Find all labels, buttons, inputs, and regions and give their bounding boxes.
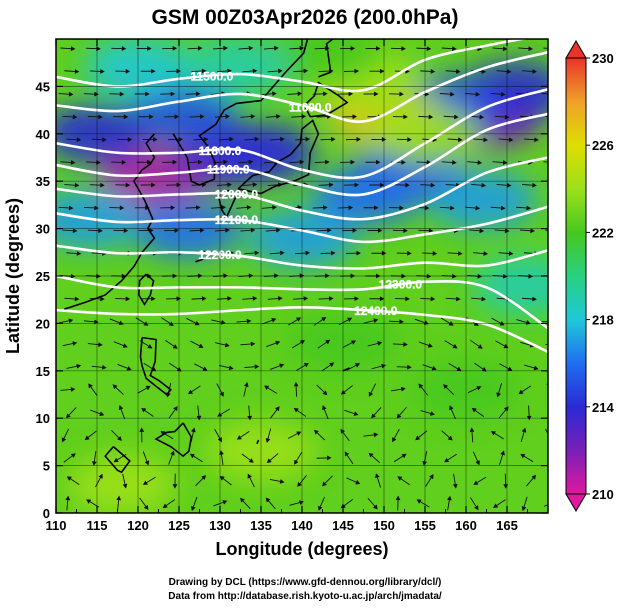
stream-arrow [549,139,563,140]
stream-arrow [547,185,561,186]
credit-drawing: Drawing by DCL (https://www.gfd-dennou.o… [169,577,442,588]
x-tick-label: 160 [455,518,477,533]
colorbar-max-triangle [566,41,586,58]
stream-arrowhead [552,92,556,96]
x-tick-label: 155 [414,518,436,533]
field-blob [67,455,177,515]
stream-arrowhead [554,47,558,51]
contour-label: 12400.0 [354,304,398,318]
x-tick-label: 165 [496,518,518,533]
stream-arrowhead [558,297,562,301]
y-tick-label: 35 [36,174,50,189]
x-tick-label: 120 [127,518,149,533]
y-axis-label: Latitude (degrees) [3,198,23,354]
colorbar-tick-label: 230 [592,51,614,66]
stream-arrowhead [556,229,560,233]
colorbar-min-triangle [566,494,586,511]
x-tick-label: 150 [373,518,395,533]
y-tick-label: 30 [36,222,50,237]
colorbar-tick-label: 222 [592,225,614,240]
stream-arrowhead [548,413,552,416]
stream-arrowhead [554,161,558,165]
stream-arrowhead [553,500,557,503]
colorbar-tick-label: 214 [592,400,614,415]
stream-arrow [547,71,561,72]
stream-arrow [547,298,561,299]
y-tick-label: 40 [36,127,50,142]
stream-arrow [552,451,553,465]
y-tick-label: 5 [43,459,50,474]
contour-label: 11900.0 [207,163,250,177]
stream-arrowhead [551,392,554,396]
y-tick-label: 15 [36,364,50,379]
colorbar: 230 226 222 218 214 210 [566,41,614,511]
x-tick-label: 130 [209,518,231,533]
x-tick-label: 135 [250,518,272,533]
colorbar-tick-label: 218 [592,313,614,328]
stream-arrowhead [560,138,564,142]
contour-label: 11500.0 [190,69,233,83]
stream-arrowhead [552,319,556,323]
stream-arrowhead [556,115,560,119]
x-axis-label: Longitude (degrees) [215,539,388,559]
contour-label: 12000.0 [215,187,259,201]
colorbar-bar [566,58,586,494]
y-tick-label: 0 [43,506,50,521]
stream-arrowhead [558,70,562,74]
credit-data: Data from http://database.rish.kyoto-u.a… [168,591,442,602]
stream-arrowhead [554,274,558,278]
y-tick-label: 20 [36,316,50,331]
contour-label: 11600.0 [289,101,332,115]
stream-arrowhead [556,342,560,346]
y-tick-label: 45 [36,79,50,94]
chart-title: GSM 00Z03Apr2026 (200.0hPa) [152,6,459,29]
x-tick-label: 140 [291,518,313,533]
colorbar-tick-label: 226 [592,138,614,153]
plot-clip-group: 11500.011600.011800.011900.012000.012100… [34,23,583,514]
y-tick-label: 10 [36,411,50,426]
x-tick-label: 125 [168,518,190,533]
plot-area: 11500.011600.011800.011900.012000.012100… [34,23,583,514]
stream-arrowhead [551,477,555,481]
stream-arrow [551,477,562,485]
colorbar-tick-label: 210 [592,487,614,502]
x-tick-label: 115 [87,518,108,533]
stream-arrowhead [560,365,564,369]
stream-arrowhead [550,451,554,455]
stream-arrow [548,409,560,416]
stream-arrowhead [558,183,562,187]
x-tick-label: 145 [332,518,354,533]
y-tick-label: 25 [36,269,50,284]
contour-label: 12100.0 [215,213,259,227]
stream-arrowhead [552,206,556,210]
contour-label: 12300.0 [379,278,423,292]
stream-arrow [549,253,563,254]
stream-arrowhead [548,438,551,442]
field-blob [427,170,537,230]
stream-arrowhead [560,252,564,256]
